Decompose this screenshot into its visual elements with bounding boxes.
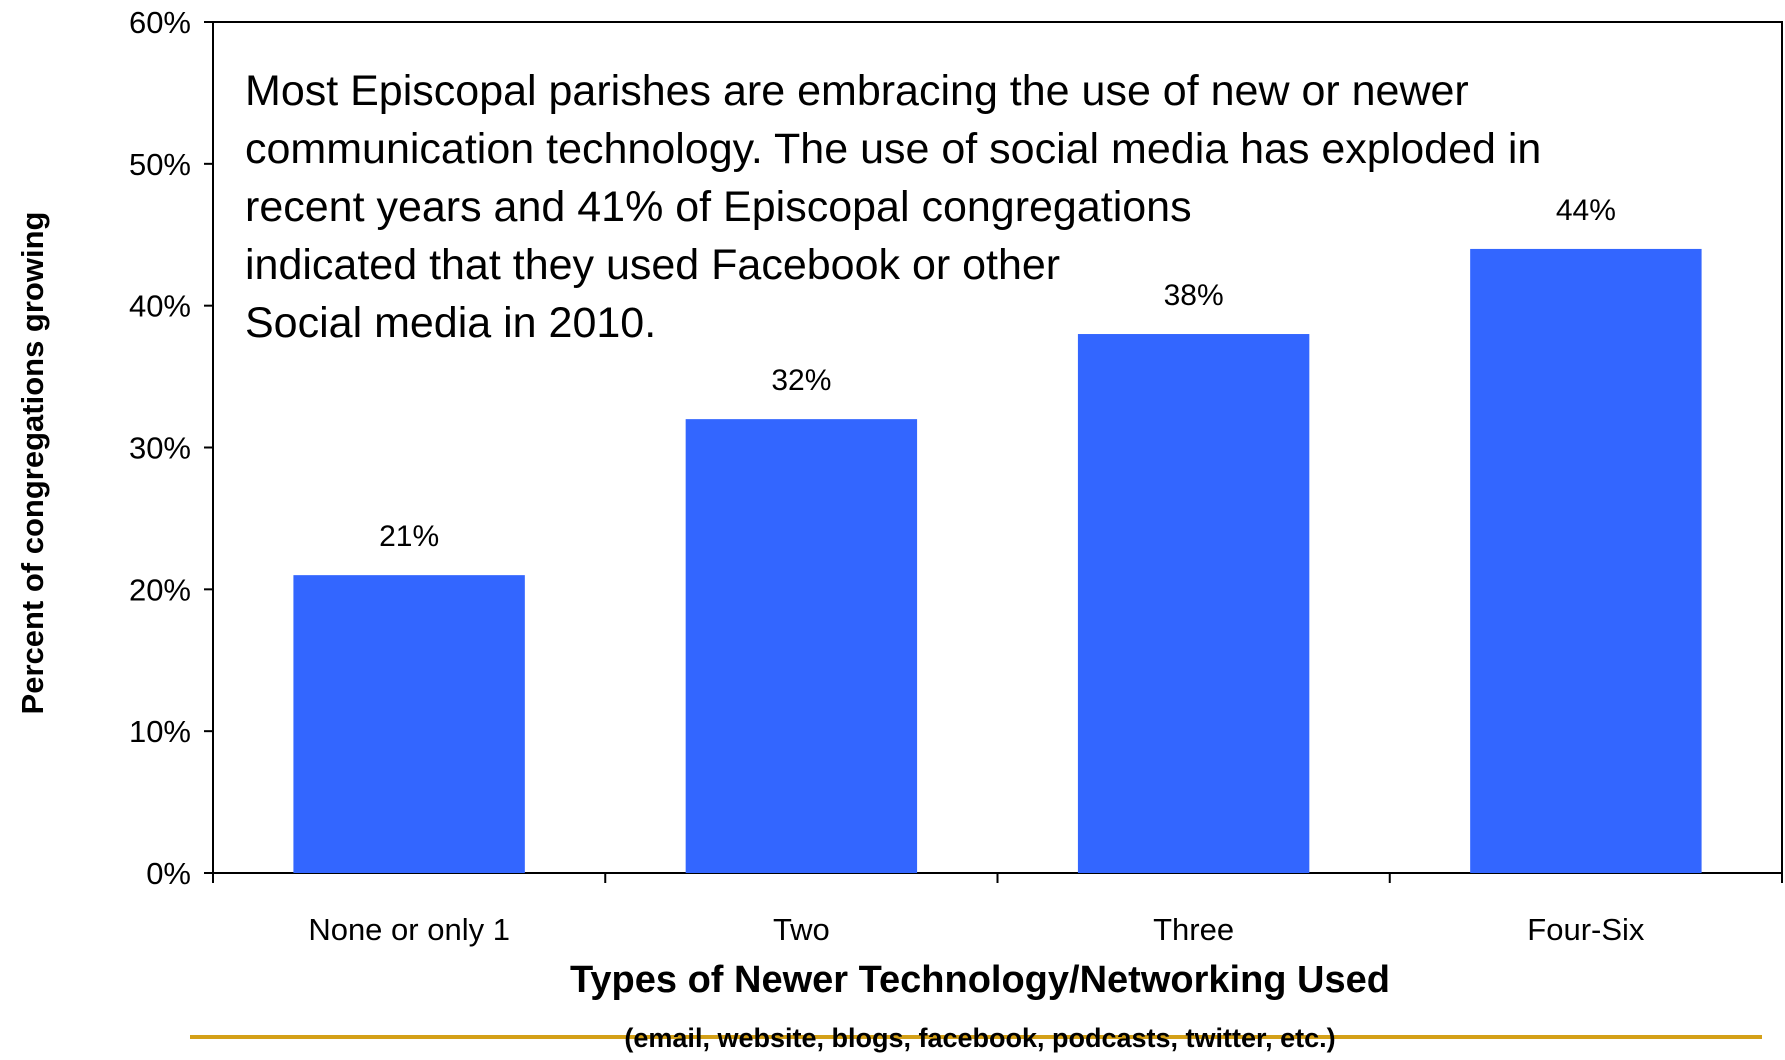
bar (293, 575, 525, 873)
data-label: 38% (1164, 279, 1224, 312)
x-tick-label: Three (1153, 912, 1234, 947)
bar (1077, 334, 1310, 873)
annotation-line: Most Episcopal parishes are embracing th… (245, 67, 1469, 115)
y-tick-label: 10% (129, 714, 191, 749)
bars (293, 248, 1702, 873)
annotation-line: communication technology. The use of soc… (245, 125, 1542, 173)
y-tick-label: 30% (129, 431, 191, 466)
y-tick-label: 40% (129, 289, 191, 324)
data-label: 32% (771, 364, 831, 397)
y-tick-label: 60% (129, 5, 191, 40)
annotation-line: Social media in 2010. (245, 299, 657, 347)
x-tick-label: Two (773, 912, 830, 947)
annotation-line: indicated that they used Facebook or oth… (245, 241, 1061, 289)
y-tick-label: 0% (146, 856, 191, 891)
data-label: 44% (1556, 194, 1616, 227)
x-tick-label: None or only 1 (308, 912, 510, 947)
y-tick-label: 50% (129, 147, 191, 182)
y-tick-label: 20% (129, 572, 191, 607)
x-tick-label: Four-Six (1527, 912, 1645, 947)
bar (685, 419, 918, 873)
x-axis-subtitle: (email, website, blogs, facebook, podcas… (624, 1023, 1335, 1053)
category-labels: None or only 1 Two Three Four-Six (308, 912, 1645, 947)
y-axis-title: Percent of congregations growing (15, 212, 50, 715)
data-label: 21% (379, 520, 439, 553)
x-axis-title: Types of Newer Technology/Networking Use… (570, 959, 1390, 1001)
annotation-line: recent years and 41% of Episcopal congre… (245, 183, 1192, 231)
data-labels: 21% 32% 38% 44% (379, 194, 1616, 553)
y-axis: 0% 10% 20% 30% 40% 50% 60% (129, 5, 213, 891)
chart-annotation: Most Episcopal parishes are embracing th… (245, 62, 1765, 352)
bar (1470, 248, 1702, 873)
x-axis (212, 873, 1783, 883)
